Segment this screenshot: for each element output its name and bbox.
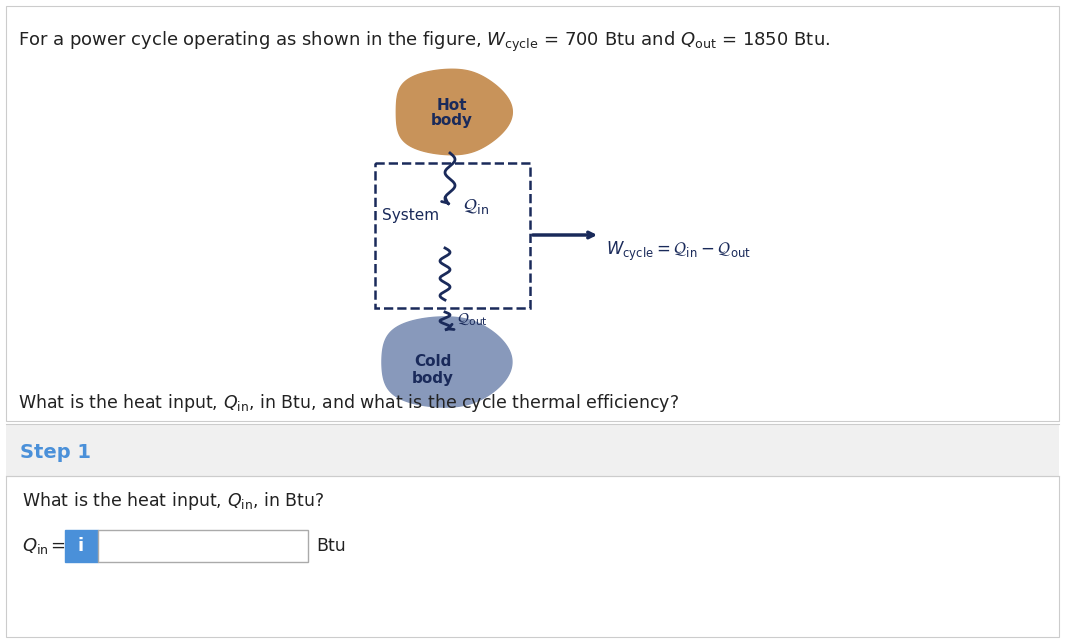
Text: $W_{\rm cycle} = \mathcal{Q}_{\rm in} - \mathcal{Q}_{\rm out}$: $W_{\rm cycle} = \mathcal{Q}_{\rm in} - … <box>606 240 751 263</box>
Text: =: = <box>50 537 65 555</box>
Text: body: body <box>412 370 454 386</box>
Polygon shape <box>396 69 512 155</box>
Text: $\mathcal{Q}_{\rm in}$: $\mathcal{Q}_{\rm in}$ <box>463 197 489 217</box>
Text: System: System <box>382 208 439 222</box>
FancyBboxPatch shape <box>65 530 98 562</box>
Text: Cold: Cold <box>414 354 452 370</box>
Bar <box>6 476 1059 637</box>
Text: Btu: Btu <box>316 537 346 555</box>
Text: What is the heat input, $Q_{\rm in}$, in Btu, and what is the cycle thermal effi: What is the heat input, $Q_{\rm in}$, in… <box>18 392 678 414</box>
Text: i: i <box>78 537 84 555</box>
Text: For a power cycle operating as shown in the figure, $W_{\rm cycle}$ = 700 Btu an: For a power cycle operating as shown in … <box>18 30 831 54</box>
Polygon shape <box>382 317 512 407</box>
FancyBboxPatch shape <box>98 530 308 562</box>
Text: $\mathcal{Q}_{\rm out}$: $\mathcal{Q}_{\rm out}$ <box>457 312 488 328</box>
Bar <box>6 424 1059 476</box>
Text: Hot: Hot <box>437 98 468 113</box>
Text: body: body <box>431 114 473 129</box>
Text: What is the heat input, $Q_{\rm in}$, in Btu?: What is the heat input, $Q_{\rm in}$, in… <box>22 490 325 512</box>
Text: $Q_{\rm in}$: $Q_{\rm in}$ <box>22 536 49 556</box>
Text: Step 1: Step 1 <box>20 443 91 462</box>
Bar <box>6 6 1059 421</box>
Bar <box>375 163 530 308</box>
